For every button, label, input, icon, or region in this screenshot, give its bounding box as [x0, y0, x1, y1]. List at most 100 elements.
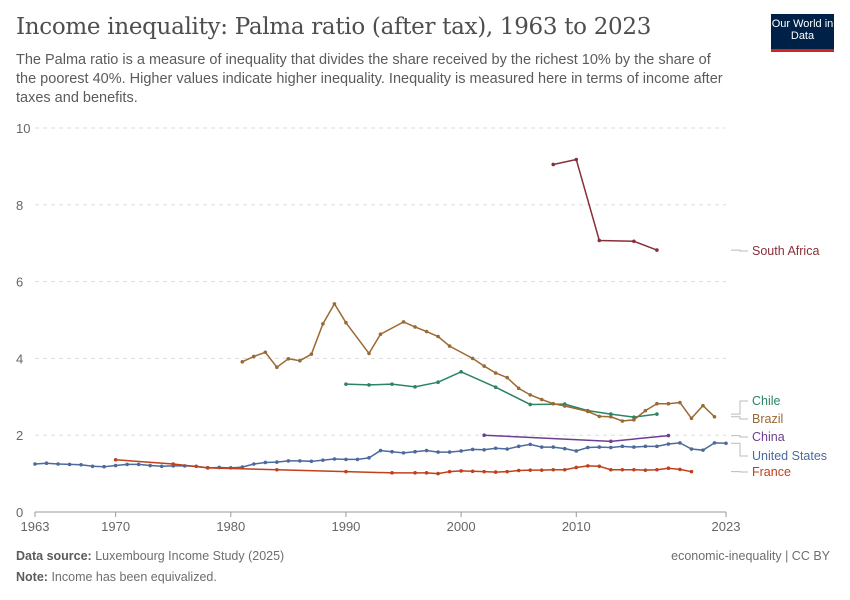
data-point [655, 444, 659, 449]
series-label[interactable]: China [752, 430, 785, 444]
data-point [712, 441, 717, 445]
data-point [390, 449, 394, 454]
data-point [551, 162, 556, 167]
data-point [378, 448, 383, 453]
data-point [298, 358, 302, 363]
data-point [678, 400, 682, 405]
data-point [459, 449, 463, 453]
data-point [355, 457, 360, 462]
data-point [436, 380, 440, 385]
data-point [666, 466, 671, 471]
data-point [482, 364, 486, 368]
data-point [470, 447, 475, 452]
x-tick-label: 1970 [101, 519, 130, 534]
data-point [493, 446, 498, 451]
data-point [263, 350, 268, 355]
data-point [666, 433, 671, 438]
series-label[interactable]: Brazil [752, 412, 783, 426]
data-point [102, 464, 106, 469]
data-point [286, 356, 291, 361]
data-point [643, 408, 648, 413]
series-label[interactable]: France [752, 465, 791, 479]
y-tick-label: 6 [16, 275, 23, 290]
data-point [597, 464, 602, 469]
license[interactable]: economic-inequality | CC BY [671, 549, 830, 563]
data-point [632, 418, 636, 422]
data-point [470, 356, 475, 361]
data-point [413, 385, 417, 389]
series-line-chile [345, 371, 657, 418]
data-point [401, 320, 406, 324]
data-point [252, 354, 256, 359]
data-point [56, 462, 60, 466]
owid-logo[interactable]: Our World in Data [771, 14, 834, 52]
y-tick-label: 8 [16, 198, 23, 213]
note-text: Income has been equivalized. [51, 570, 217, 584]
data-point [482, 469, 486, 474]
data-point [712, 414, 717, 419]
data-point [252, 462, 256, 466]
x-tick-label: 2000 [447, 519, 476, 534]
data-point [33, 462, 37, 466]
data-point [655, 467, 659, 472]
logo-text: Our World in Data [771, 18, 834, 42]
data-point [609, 439, 613, 444]
data-point [493, 470, 498, 474]
data-point [436, 450, 440, 454]
data-point [390, 471, 394, 475]
data-point [344, 457, 348, 462]
data-point [597, 445, 602, 449]
data-point [609, 445, 613, 450]
data-point [332, 457, 337, 461]
data-point [390, 382, 394, 386]
data-point [447, 469, 452, 474]
data-point [574, 449, 579, 453]
data-point [689, 469, 694, 474]
series-label[interactable]: South Africa [752, 244, 819, 258]
note-label: Note: [16, 570, 48, 584]
data-point [689, 416, 694, 421]
data-point [378, 332, 383, 337]
chart-title: Income inequality: Palma ratio (after ta… [16, 14, 652, 40]
data-point [539, 468, 544, 472]
y-tick-label: 4 [16, 351, 23, 366]
series-line-brazil [241, 302, 716, 422]
data-point [309, 459, 314, 464]
data-point [643, 444, 648, 449]
data-point [632, 467, 636, 472]
x-tick-label: 2010 [562, 519, 591, 534]
data-point [586, 445, 590, 450]
data-point [436, 334, 440, 339]
data-point [470, 469, 475, 474]
data-point [609, 467, 613, 472]
data-point [113, 457, 118, 462]
label-connector [731, 416, 748, 420]
note: Note: Income has been equivalized. [16, 570, 217, 584]
data-point [113, 463, 118, 468]
data-point [367, 456, 371, 460]
source-link[interactable]: Luxembourg Income Study (2025) [95, 549, 285, 563]
data-point [724, 441, 728, 446]
series-line-china [484, 434, 669, 443]
data-point [159, 464, 164, 469]
data-point [655, 412, 659, 416]
data-point [632, 239, 636, 244]
series-label[interactable]: United States [752, 449, 827, 463]
data-point [482, 447, 486, 452]
data-point [597, 414, 602, 419]
data-point [528, 468, 533, 472]
data-point [136, 462, 141, 467]
data-point [655, 248, 659, 252]
data-point [459, 469, 463, 473]
data-point [447, 450, 452, 454]
data-point [632, 445, 636, 449]
data-point [562, 446, 567, 451]
data-point [609, 414, 613, 419]
data-point [286, 459, 291, 463]
data-point [493, 385, 498, 390]
series-label[interactable]: Chile [752, 394, 781, 408]
data-point [344, 320, 348, 325]
data-point [620, 444, 625, 449]
data-point [609, 412, 613, 416]
